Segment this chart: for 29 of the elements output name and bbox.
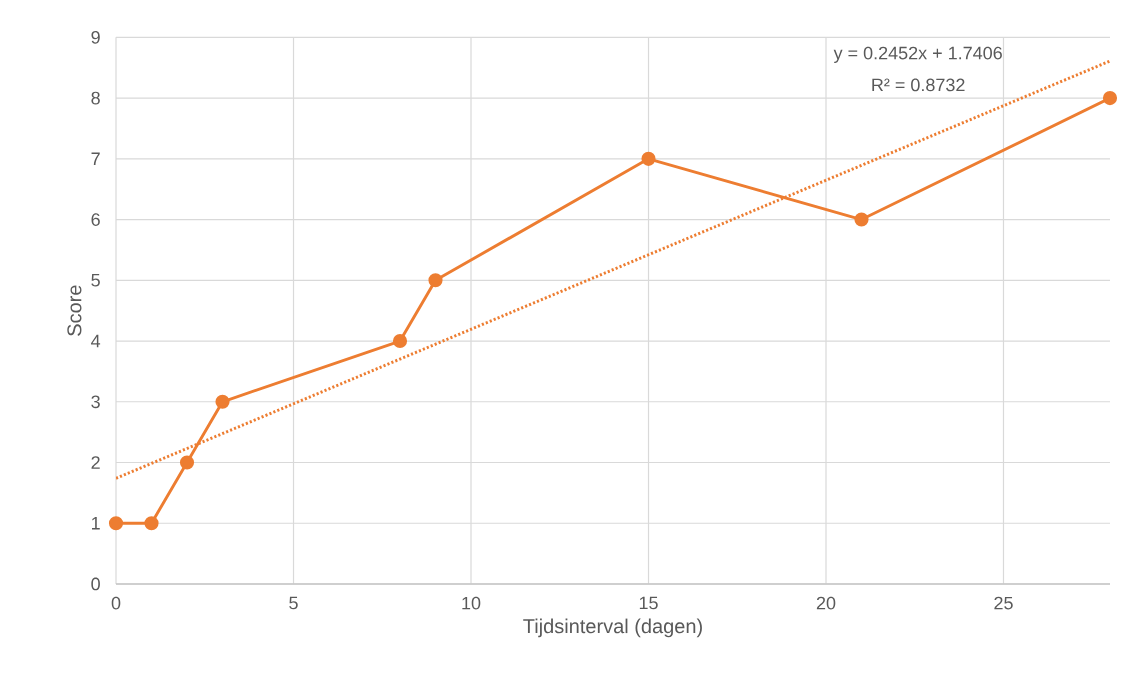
y-tick-label: 7 bbox=[91, 152, 100, 165]
y-tick-label: 1 bbox=[92, 517, 100, 530]
y-tick-label: 5 bbox=[91, 274, 100, 287]
x-axis-title: Tijdsinterval (dagen) bbox=[523, 618, 702, 638]
point bbox=[392, 333, 408, 349]
x-tick-label: 15 bbox=[639, 596, 658, 610]
x-tick-label: 10 bbox=[462, 596, 481, 610]
y-tick-label: 0 bbox=[91, 577, 100, 591]
point bbox=[108, 516, 124, 531]
x-tick-label: 0 bbox=[111, 596, 121, 610]
point bbox=[641, 151, 656, 166]
annotation: y = 0.2452x + 1.7406 bbox=[833, 46, 1002, 63]
y-tick-label: 8 bbox=[91, 91, 100, 105]
y-axis-title: Score bbox=[67, 285, 82, 336]
y-tick-label: 9 bbox=[91, 30, 100, 44]
point bbox=[854, 212, 869, 227]
y-tick-label: 4 bbox=[91, 334, 101, 348]
x-tick-label: 20 bbox=[816, 596, 836, 610]
x-tick-label: 5 bbox=[289, 596, 298, 610]
point bbox=[1102, 91, 1118, 106]
y-tick-label: 6 bbox=[91, 213, 100, 226]
point bbox=[179, 455, 195, 470]
point bbox=[215, 394, 230, 409]
point bbox=[428, 273, 443, 288]
annotation: R² = 0.8732 bbox=[872, 78, 965, 92]
point bbox=[144, 516, 159, 531]
y-tick-label: 2 bbox=[91, 456, 100, 469]
y-tick-label: 3 bbox=[91, 395, 100, 409]
x-tick-label: 25 bbox=[994, 596, 1013, 610]
